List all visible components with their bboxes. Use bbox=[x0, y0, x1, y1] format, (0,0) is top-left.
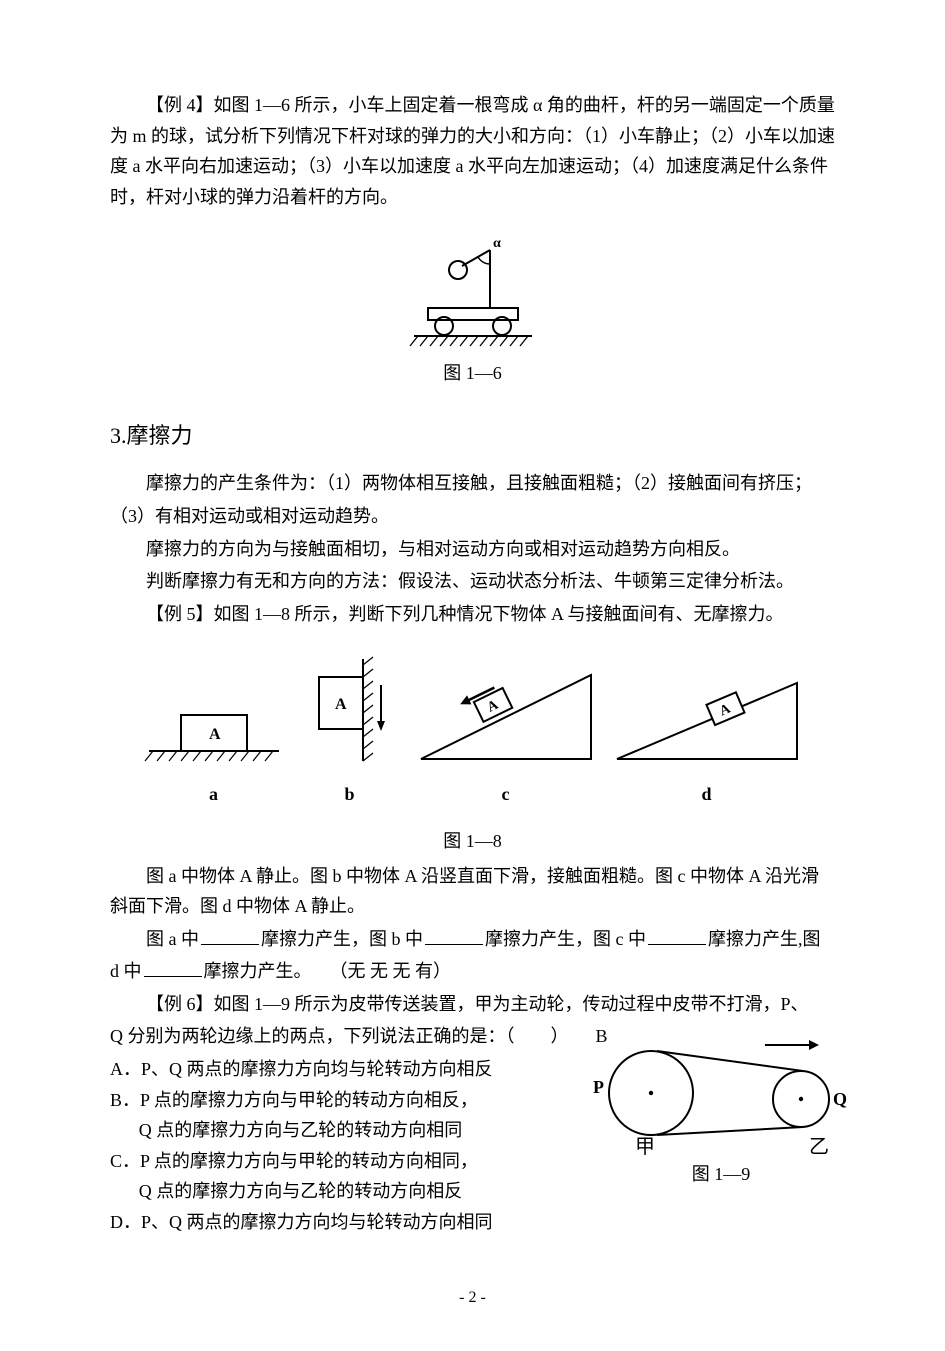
fill-a-prefix: 图 a 中 bbox=[146, 929, 199, 949]
section3-p1b: （3）有相对运动或相对运动趋势。 bbox=[110, 501, 835, 532]
figure-1-8-b: A b bbox=[295, 653, 405, 810]
page-number: - 2 - bbox=[110, 1284, 835, 1311]
fill-tail: 摩擦力产生。 bbox=[204, 961, 312, 981]
figure-1-8-d-label: d bbox=[701, 779, 711, 810]
figure-1-8-row: A a bbox=[110, 653, 835, 810]
example5-intro: 【例 5】如图 1—8 所示，判断下列几种情况下物体 A 与接触面间有、无摩擦力… bbox=[110, 599, 835, 630]
figure-1-9-svg: P Q 甲 乙 bbox=[587, 1027, 855, 1157]
figure-1-9-wrap: P Q 甲 乙 图 1—9 bbox=[587, 1027, 855, 1190]
fill-mid2: 摩擦力产生，图 c 中 bbox=[485, 929, 646, 949]
svg-text:Q: Q bbox=[833, 1089, 847, 1109]
section3-p1: 摩擦力的产生条件为：（1）两物体相互接触，且接触面粗糙；（2）接触面间有挤压； bbox=[110, 468, 835, 499]
figure-1-8-b-label: b bbox=[344, 779, 354, 810]
figure-1-8-c-label: c bbox=[502, 779, 510, 810]
answers-hint: （无 无 无 有） bbox=[330, 961, 452, 981]
example6-block: 【例 6】如图 1—9 所示为皮带传送装置，甲为主动轮，传动过程中皮带不打滑，P… bbox=[110, 989, 835, 1238]
option-D: D．P、Q 两点的摩擦力方向均与轮转动方向相同 bbox=[110, 1207, 835, 1238]
figure-1-8-d: A d bbox=[607, 663, 807, 810]
example6-intro: 【例 6】如图 1—9 所示为皮带传送装置，甲为主动轮，传动过程中皮带不打滑，P… bbox=[110, 989, 835, 1020]
alpha-label: α bbox=[493, 236, 501, 251]
svg-text:甲: 甲 bbox=[635, 1136, 655, 1157]
figure-1-8-c: A c bbox=[411, 663, 601, 810]
blank-c[interactable] bbox=[648, 925, 706, 945]
figure-1-8-a: A a bbox=[139, 673, 289, 810]
figure-1-6-caption: 图 1—6 bbox=[443, 358, 502, 389]
example5-desc: 图 a 中物体 A 静止。图 b 中物体 A 沿竖直面下滑，接触面粗糙。图 c … bbox=[110, 861, 835, 922]
example5-fill1: 图 a 中 摩擦力产生，图 b 中 摩擦力产生，图 c 中 摩擦力产生,图 bbox=[110, 924, 835, 955]
svg-text:A: A bbox=[209, 726, 221, 743]
figure-1-9-caption: 图 1—9 bbox=[587, 1159, 855, 1190]
blank-d[interactable] bbox=[144, 957, 202, 977]
svg-text:A: A bbox=[335, 696, 347, 713]
svg-text:乙: 乙 bbox=[809, 1136, 829, 1157]
figure-1-6-wrap: α 图 1—6 bbox=[110, 224, 835, 389]
example4-text: 【例 4】如图 1—6 所示，小车上固定着一根弯成 α 角的曲杆，杆的另一端固定… bbox=[110, 90, 835, 212]
blank-b[interactable] bbox=[425, 925, 483, 945]
svg-text:P: P bbox=[593, 1077, 604, 1097]
blank-a[interactable] bbox=[201, 925, 259, 945]
section3-p3: 判断摩擦力有无和方向的方法：假设法、运动状态分析法、牛顿第三定律分析法。 bbox=[110, 566, 835, 597]
figure-1-8-caption: 图 1—8 bbox=[443, 826, 502, 857]
fill-mid1: 摩擦力产生，图 b 中 bbox=[261, 929, 423, 949]
section3-p2: 摩擦力的方向为与接触面相切，与相对运动方向或相对运动趋势方向相反。 bbox=[110, 534, 835, 565]
figure-1-8-caption-wrap: 图 1—8 bbox=[110, 822, 835, 857]
example5-fill2: d 中 摩擦力产生。 （无 无 无 有） bbox=[110, 956, 835, 987]
fill-mid3: 摩擦力产生,图 bbox=[708, 929, 821, 949]
figure-1-6-svg: α bbox=[398, 224, 548, 354]
figure-1-8-a-label: a bbox=[209, 779, 218, 810]
fill-d-prefix: d 中 bbox=[110, 961, 142, 981]
section3-title: 3.摩擦力 bbox=[110, 417, 835, 454]
